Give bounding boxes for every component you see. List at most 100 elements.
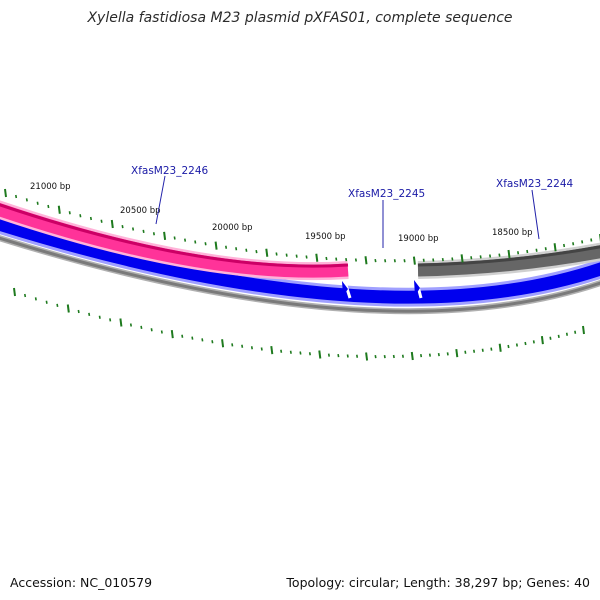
outer-tick	[590, 238, 593, 242]
inner-tick	[346, 354, 349, 358]
inner-tick	[119, 318, 123, 327]
inner-tick	[181, 334, 184, 338]
outer-tick	[142, 229, 145, 234]
inner-tick	[211, 340, 214, 344]
accession-label: Accession: NC_010579	[10, 575, 153, 590]
outer-tick	[354, 258, 357, 262]
inner-tick	[446, 352, 449, 356]
inner-tick	[270, 345, 274, 355]
inner-tick	[549, 336, 552, 340]
inner-tick-ring	[13, 287, 585, 361]
outer-tick	[36, 201, 39, 205]
topology-summary: Topology: circular; Length: 38,297 bp; G…	[286, 575, 590, 590]
position-label-20000: 20000 bp	[212, 223, 253, 233]
inner-tick	[532, 340, 535, 344]
outer-tick	[470, 256, 473, 260]
outer-tick	[345, 257, 348, 262]
outer-tick	[214, 241, 218, 250]
inner-tick	[160, 330, 163, 334]
inner-tick	[374, 354, 377, 359]
outer-tick	[255, 249, 258, 254]
inner-tick	[337, 353, 340, 358]
outer-tick	[364, 256, 368, 265]
inner-tick	[221, 339, 225, 348]
outer-tick	[194, 240, 197, 244]
outer-tick	[553, 243, 557, 252]
outer-tick	[563, 243, 566, 248]
outer-tick-ring	[4, 188, 600, 265]
position-label-20500: 20500 bp	[120, 206, 161, 216]
outer-tick	[581, 240, 584, 244]
position-labels: 21000 bp 20500 bp 20000 bp 19500 bp 1900…	[30, 182, 533, 244]
position-label-19500: 19500 bp	[305, 232, 346, 242]
inner-tick	[473, 349, 476, 353]
inner-tick	[250, 346, 253, 350]
outer-tick	[384, 259, 387, 263]
inner-tick	[490, 347, 493, 351]
outer-tick	[479, 255, 482, 259]
outer-tick	[489, 254, 492, 258]
gene-leader-2246	[155, 175, 166, 225]
inner-tick	[582, 325, 585, 335]
outer-tick	[225, 245, 228, 249]
inner-tick	[515, 343, 518, 347]
outer-tick	[507, 249, 511, 259]
outer-tick	[498, 253, 501, 257]
outer-tick	[535, 248, 538, 252]
position-label-18500: 18500 bp	[492, 228, 533, 238]
inner-tick	[437, 352, 440, 357]
outer-tick	[121, 224, 124, 229]
outer-track	[0, 200, 600, 281]
outer-tick	[422, 258, 425, 262]
inner-tick	[524, 341, 527, 346]
inner-tick	[410, 351, 414, 361]
inner-tick	[140, 325, 143, 330]
inner-tick	[129, 323, 132, 327]
outer-tick	[325, 256, 328, 261]
inner-tick	[481, 348, 484, 352]
inner-tick	[557, 334, 560, 339]
outer-tick	[335, 257, 338, 261]
inner-tick	[383, 354, 386, 359]
outer-tick	[295, 254, 298, 258]
outer-tick	[544, 247, 547, 251]
outer-tick	[79, 214, 82, 218]
outer-tick	[305, 255, 308, 259]
backbone-ring	[0, 235, 600, 315]
inner-tick	[88, 312, 91, 317]
inner-tick	[318, 350, 322, 359]
inner-tick	[45, 300, 48, 304]
outer-tick	[25, 198, 28, 202]
outer-tick	[412, 256, 416, 265]
inner-tick	[401, 354, 404, 358]
outer-tick	[460, 254, 464, 263]
inner-tick	[574, 330, 577, 334]
position-label-19000: 19000 bp	[398, 234, 439, 244]
inner-track	[0, 214, 600, 307]
inner-tick	[66, 304, 70, 313]
inner-tick	[34, 297, 37, 301]
inner-tick	[464, 350, 467, 354]
outer-tick	[68, 211, 71, 215]
inner-tick	[260, 347, 263, 351]
inner-tick	[280, 349, 283, 353]
outer-tick	[57, 205, 61, 214]
map-title: Xylella fastidiosa M23 plasmid pXFAS01, …	[87, 10, 513, 26]
inner-tick	[308, 352, 311, 356]
outer-tick	[204, 242, 207, 246]
outer-tick	[152, 232, 155, 236]
gene-labels: XfasM23_2246 XfasM23_2245 XfasM23_2244	[131, 165, 574, 248]
outer-tick	[173, 236, 176, 240]
inner-tick	[428, 353, 431, 357]
outer-tick	[451, 257, 454, 261]
inner-tick	[289, 350, 292, 354]
gene-label-2245: XfasM23_2245	[348, 188, 425, 200]
outer-tick	[393, 259, 396, 263]
inner-tick	[455, 348, 459, 358]
inner-tick	[56, 303, 59, 308]
inner-tick	[109, 318, 112, 322]
outer-tick	[100, 219, 103, 223]
outer-tick	[572, 242, 575, 246]
inner-tick	[420, 353, 423, 358]
